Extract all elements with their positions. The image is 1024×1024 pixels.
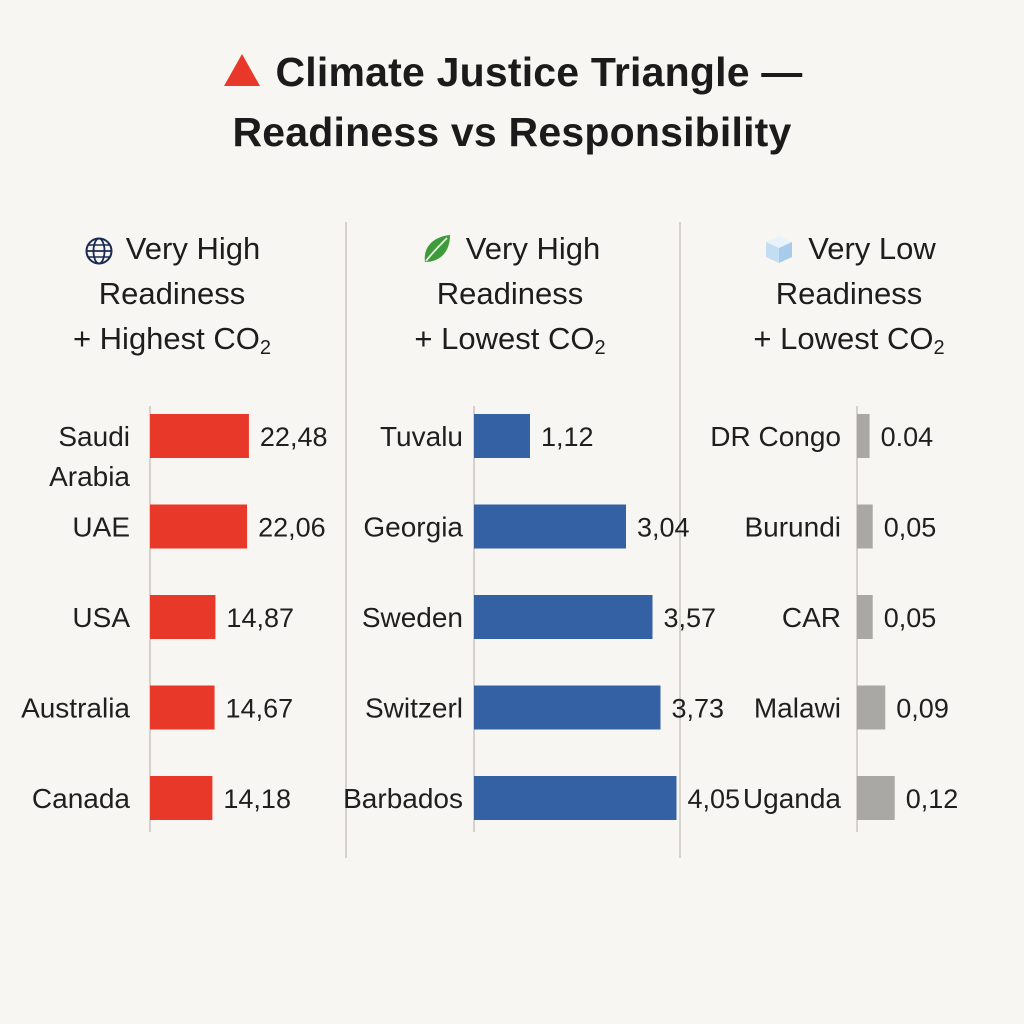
bar xyxy=(150,685,215,730)
bar xyxy=(857,504,873,549)
bar-chart-lowest-co2-low-readiness: DR Congo 0.04 Burundi 0,05 CAR 0,05 Malawi 0,09… xyxy=(710,406,959,832)
category-label: DR Congo xyxy=(710,421,841,452)
value-label: 22,06 xyxy=(258,513,326,543)
bar xyxy=(474,685,661,730)
value-label: 3,57 xyxy=(664,603,717,633)
header-line-2: Readiness xyxy=(436,276,584,311)
value-label: 0.04 xyxy=(881,422,934,452)
header-line-2: Readiness xyxy=(98,276,246,311)
header-line-2: Readiness xyxy=(775,276,923,311)
chart-title: Climate Justice Triangle — Readiness vs … xyxy=(0,42,1024,162)
header-subscript: 2 xyxy=(259,337,272,359)
header-line-1: Very High xyxy=(125,231,261,266)
bar-chart-highest-co2: Saudi Arabia 22,48 UAE 22,06 USA 14,87 Australi… xyxy=(21,406,328,832)
value-label: 1,12 xyxy=(541,422,594,452)
category-label: Tuvalu xyxy=(380,421,463,452)
category-label: Australia xyxy=(21,693,130,724)
header-line-3: + Lowest CO xyxy=(414,321,595,356)
category-label: Uganda xyxy=(743,783,842,814)
title-line-1: Climate Justice Triangle — xyxy=(0,42,1024,102)
panel-header: Very High Readiness + Lowest CO2 xyxy=(365,226,655,371)
bar xyxy=(474,595,653,639)
category-label: CAR xyxy=(782,602,841,633)
category-label: Barbados xyxy=(343,783,463,814)
bar xyxy=(857,414,870,458)
panel-lowest-co2-low-readiness: Very Low Readiness + Lowest CO2 DR Congo… xyxy=(679,226,1024,846)
panel-lowest-co2-high-readiness: Very High Readiness + Lowest CO2 Tuvalu 1… xyxy=(343,226,740,846)
value-label: 22,48 xyxy=(260,422,328,452)
bar xyxy=(857,595,873,639)
bar xyxy=(150,414,249,458)
header-subscript: 2 xyxy=(594,337,606,359)
category-label: Georgia xyxy=(363,512,463,543)
panel-divider-2 xyxy=(679,222,681,858)
bar xyxy=(150,595,216,639)
category-label: UAE xyxy=(72,512,130,543)
category-label: Canada xyxy=(32,783,131,814)
bar xyxy=(857,776,895,820)
value-label: 0,05 xyxy=(884,513,937,543)
value-label: 4,05 xyxy=(688,784,741,814)
category-label: Saudi xyxy=(58,421,130,452)
warning-triangle-icon xyxy=(223,54,260,86)
title-line-2: Readiness vs Responsibility xyxy=(232,109,792,155)
bar xyxy=(474,504,626,549)
value-label: 0,09 xyxy=(896,694,949,724)
bar-chart-lowest-co2-high-readiness: Tuvalu 1,12 Georgia 3,04 Sweden 3,57 Switzerl 3… xyxy=(343,406,740,832)
header-line-3: + Lowest CO xyxy=(753,321,934,356)
panel-header: Very Low Readiness + Lowest CO2 xyxy=(699,226,999,371)
category-label: Burundi xyxy=(744,512,841,543)
panel-divider-1 xyxy=(345,222,347,858)
bar xyxy=(150,776,213,820)
header-line-1: Very High xyxy=(465,231,601,266)
title-text-1: Climate Justice Triangle — xyxy=(275,49,803,95)
panel-header: Very High Readiness + Highest CO2 xyxy=(32,226,312,371)
leaf-icon xyxy=(424,235,450,262)
value-label: 3,73 xyxy=(672,694,725,724)
category-label: USA xyxy=(72,602,130,633)
bar xyxy=(150,504,248,549)
panel-highest-co2: Very High Readiness + Highest CO2 Saudi A… xyxy=(0,226,345,846)
header-subscript: 2 xyxy=(933,337,945,359)
value-label: 14,67 xyxy=(226,694,294,724)
category-label: Arabia xyxy=(49,461,130,492)
value-label: 0,12 xyxy=(906,784,959,814)
category-label: Sweden xyxy=(362,602,463,633)
header-line-3: + Highest CO xyxy=(72,321,260,356)
category-label: Malawi xyxy=(754,693,841,724)
value-label: 3,04 xyxy=(637,513,690,543)
value-label: 0,05 xyxy=(884,603,937,633)
value-label: 14,87 xyxy=(226,603,294,633)
bar xyxy=(857,685,886,730)
ice-cube-icon xyxy=(766,236,793,263)
value-label: 14,18 xyxy=(223,784,291,814)
header-line-1: Very Low xyxy=(808,231,936,266)
category-label: Switzerl xyxy=(365,693,463,724)
globe-icon xyxy=(85,237,113,265)
bar xyxy=(474,776,677,820)
bar xyxy=(474,414,530,458)
